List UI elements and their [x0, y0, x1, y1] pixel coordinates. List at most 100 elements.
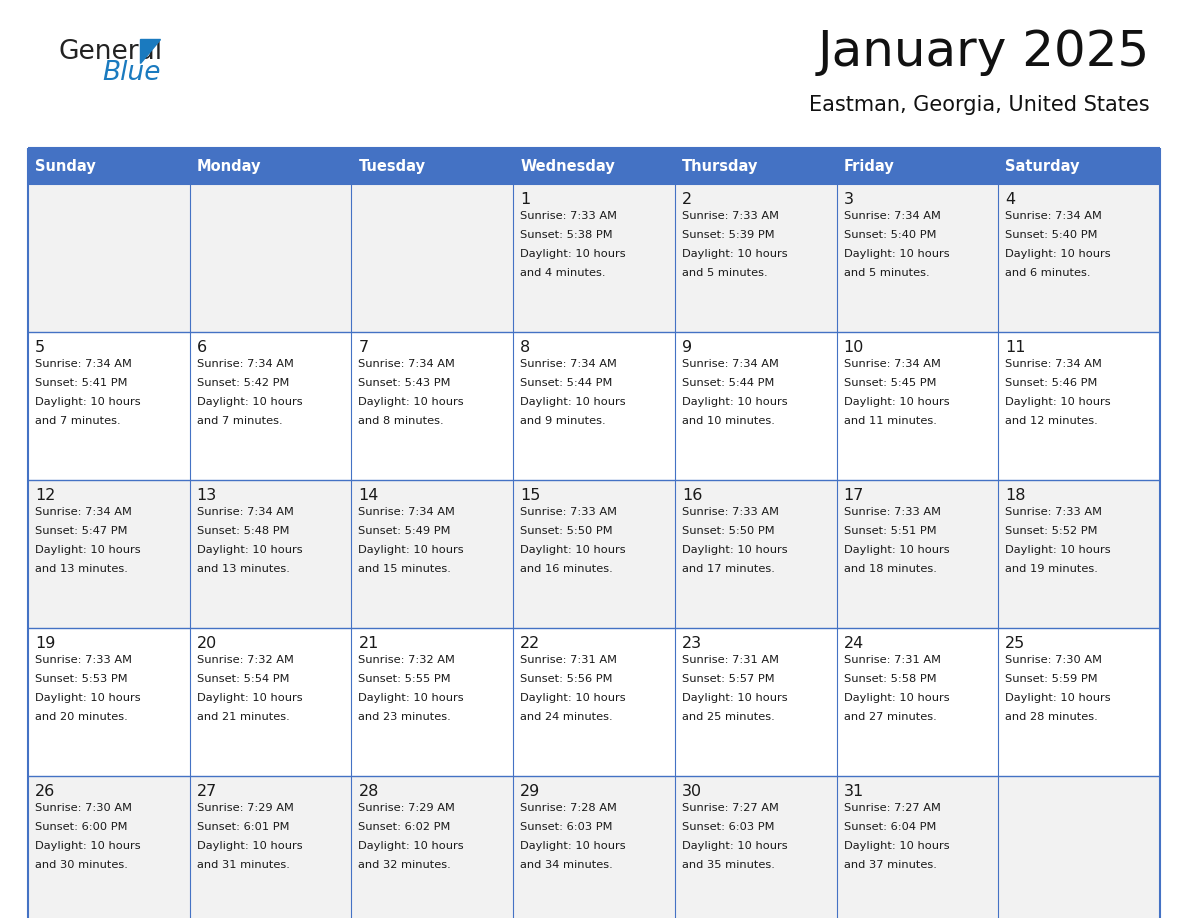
Text: Sunrise: 7:34 AM: Sunrise: 7:34 AM	[34, 507, 132, 517]
Text: Daylight: 10 hours: Daylight: 10 hours	[197, 693, 302, 703]
Text: Daylight: 10 hours: Daylight: 10 hours	[843, 693, 949, 703]
Text: 3: 3	[843, 192, 853, 207]
Bar	[998, 148, 1159, 184]
Bar	[998, 480, 1159, 628]
Text: 8: 8	[520, 340, 530, 355]
Text: Daylight: 10 hours: Daylight: 10 hours	[682, 249, 788, 259]
Text: Sunrise: 7:33 AM: Sunrise: 7:33 AM	[520, 507, 617, 517]
Text: Sunrise: 7:31 AM: Sunrise: 7:31 AM	[520, 655, 617, 665]
Text: Sunset: 5:50 PM: Sunset: 5:50 PM	[520, 526, 613, 536]
Text: Sunset: 5:46 PM: Sunset: 5:46 PM	[1005, 378, 1098, 388]
Text: and 9 minutes.: and 9 minutes.	[520, 416, 606, 426]
Bar	[29, 184, 190, 332]
Text: Daylight: 10 hours: Daylight: 10 hours	[1005, 693, 1111, 703]
Text: 1: 1	[520, 192, 530, 207]
Bar	[29, 148, 190, 184]
Text: Tuesday: Tuesday	[359, 159, 425, 174]
Bar	[998, 184, 1159, 332]
Text: Sunrise: 7:30 AM: Sunrise: 7:30 AM	[1005, 655, 1102, 665]
Text: and 34 minutes.: and 34 minutes.	[520, 860, 613, 870]
Text: Sunset: 5:44 PM: Sunset: 5:44 PM	[520, 378, 613, 388]
Text: and 30 minutes.: and 30 minutes.	[34, 860, 128, 870]
Text: 29: 29	[520, 784, 541, 799]
Bar	[998, 628, 1159, 776]
Text: and 7 minutes.: and 7 minutes.	[197, 416, 283, 426]
Text: Daylight: 10 hours: Daylight: 10 hours	[843, 545, 949, 555]
Text: Sunset: 5:43 PM: Sunset: 5:43 PM	[359, 378, 451, 388]
Text: and 18 minutes.: and 18 minutes.	[843, 564, 936, 574]
Text: Sunrise: 7:34 AM: Sunrise: 7:34 AM	[843, 359, 941, 369]
Text: Daylight: 10 hours: Daylight: 10 hours	[843, 249, 949, 259]
Text: Sunrise: 7:34 AM: Sunrise: 7:34 AM	[197, 359, 293, 369]
Text: Sunrise: 7:34 AM: Sunrise: 7:34 AM	[1005, 211, 1102, 221]
Text: 2: 2	[682, 192, 691, 207]
Text: 13: 13	[197, 488, 217, 503]
Bar	[190, 148, 352, 184]
Bar	[513, 148, 675, 184]
Text: 6: 6	[197, 340, 207, 355]
Text: Friday: Friday	[843, 159, 895, 174]
Bar	[675, 776, 836, 918]
Text: Monday: Monday	[197, 159, 261, 174]
Text: and 4 minutes.: and 4 minutes.	[520, 268, 606, 278]
Text: and 10 minutes.: and 10 minutes.	[682, 416, 775, 426]
Text: and 27 minutes.: and 27 minutes.	[843, 712, 936, 722]
Text: Daylight: 10 hours: Daylight: 10 hours	[1005, 545, 1111, 555]
Bar	[29, 776, 190, 918]
Text: Sunrise: 7:32 AM: Sunrise: 7:32 AM	[359, 655, 455, 665]
Text: Sunset: 5:42 PM: Sunset: 5:42 PM	[197, 378, 289, 388]
Text: and 11 minutes.: and 11 minutes.	[843, 416, 936, 426]
Text: 26: 26	[34, 784, 56, 799]
Text: Eastman, Georgia, United States: Eastman, Georgia, United States	[809, 95, 1150, 115]
Text: Sunset: 6:03 PM: Sunset: 6:03 PM	[520, 822, 613, 832]
Text: and 20 minutes.: and 20 minutes.	[34, 712, 128, 722]
Bar	[513, 332, 675, 480]
Text: Sunrise: 7:34 AM: Sunrise: 7:34 AM	[34, 359, 132, 369]
Text: January 2025: January 2025	[817, 28, 1150, 76]
Bar	[675, 480, 836, 628]
Text: Sunday: Sunday	[34, 159, 96, 174]
Text: 30: 30	[682, 784, 702, 799]
Text: Daylight: 10 hours: Daylight: 10 hours	[682, 693, 788, 703]
Text: and 37 minutes.: and 37 minutes.	[843, 860, 936, 870]
Bar	[675, 184, 836, 332]
Bar	[190, 184, 352, 332]
Text: 9: 9	[682, 340, 691, 355]
Text: Wednesday: Wednesday	[520, 159, 615, 174]
Text: Sunrise: 7:27 AM: Sunrise: 7:27 AM	[682, 803, 778, 813]
Text: and 32 minutes.: and 32 minutes.	[359, 860, 451, 870]
Bar	[190, 480, 352, 628]
Bar	[352, 480, 513, 628]
Text: 24: 24	[843, 636, 864, 651]
Bar	[190, 628, 352, 776]
Bar	[836, 480, 998, 628]
Text: Daylight: 10 hours: Daylight: 10 hours	[197, 545, 302, 555]
Text: and 5 minutes.: and 5 minutes.	[682, 268, 767, 278]
Text: 7: 7	[359, 340, 368, 355]
Bar	[998, 776, 1159, 918]
Bar	[836, 776, 998, 918]
Bar	[998, 332, 1159, 480]
Text: 25: 25	[1005, 636, 1025, 651]
Text: Sunset: 6:03 PM: Sunset: 6:03 PM	[682, 822, 775, 832]
Text: Sunset: 5:50 PM: Sunset: 5:50 PM	[682, 526, 775, 536]
Text: Daylight: 10 hours: Daylight: 10 hours	[34, 693, 140, 703]
Text: Sunset: 5:49 PM: Sunset: 5:49 PM	[359, 526, 451, 536]
Text: Sunset: 5:57 PM: Sunset: 5:57 PM	[682, 674, 775, 684]
Text: Sunset: 5:39 PM: Sunset: 5:39 PM	[682, 230, 775, 240]
Text: 19: 19	[34, 636, 56, 651]
Text: 12: 12	[34, 488, 56, 503]
Text: Sunset: 5:45 PM: Sunset: 5:45 PM	[843, 378, 936, 388]
Text: Thursday: Thursday	[682, 159, 758, 174]
Text: Daylight: 10 hours: Daylight: 10 hours	[359, 545, 465, 555]
Text: Daylight: 10 hours: Daylight: 10 hours	[359, 693, 465, 703]
Text: Sunset: 5:58 PM: Sunset: 5:58 PM	[843, 674, 936, 684]
Text: Sunrise: 7:33 AM: Sunrise: 7:33 AM	[682, 211, 779, 221]
Text: and 13 minutes.: and 13 minutes.	[34, 564, 128, 574]
Text: Daylight: 10 hours: Daylight: 10 hours	[1005, 249, 1111, 259]
Text: Sunrise: 7:33 AM: Sunrise: 7:33 AM	[843, 507, 941, 517]
Text: Daylight: 10 hours: Daylight: 10 hours	[520, 249, 626, 259]
Text: and 5 minutes.: and 5 minutes.	[843, 268, 929, 278]
Text: Sunrise: 7:27 AM: Sunrise: 7:27 AM	[843, 803, 941, 813]
Bar	[352, 776, 513, 918]
